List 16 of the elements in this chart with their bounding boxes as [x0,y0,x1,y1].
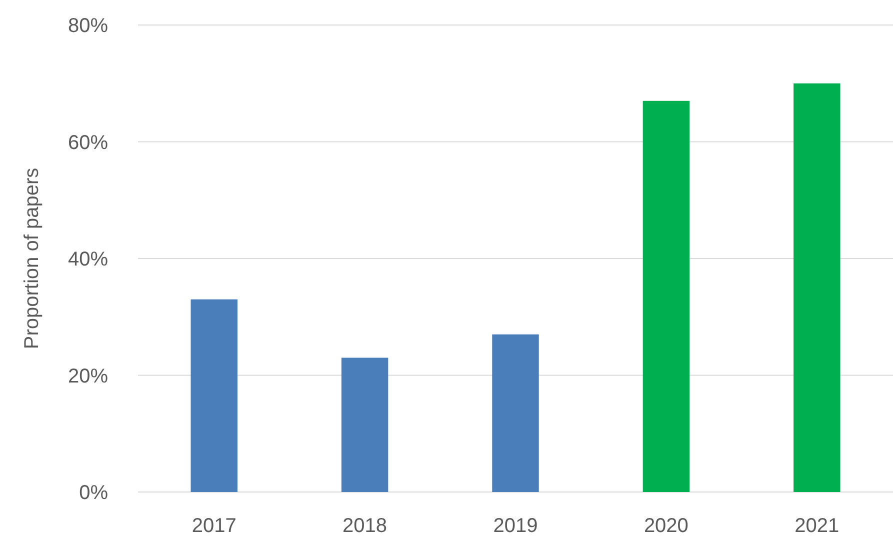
y-axis-title: Proportion of papers [21,168,43,350]
bar [794,83,840,492]
y-tick-label: 80% [68,15,108,37]
bar [190,299,238,492]
bar [492,334,539,492]
bar [341,358,388,492]
x-tick-label: 2017 [192,515,236,537]
x-tick-label: 2019 [493,515,538,537]
x-tick-label: 2018 [342,515,388,537]
bar [642,100,690,492]
x-tick-label: 2020 [644,515,688,537]
y-tick-label: 20% [68,365,108,388]
y-tick-label: 60% [68,132,108,154]
y-tick-label: 40% [68,248,108,270]
y-tick-label: 0% [79,482,108,504]
x-tick-label: 2021 [794,515,840,537]
